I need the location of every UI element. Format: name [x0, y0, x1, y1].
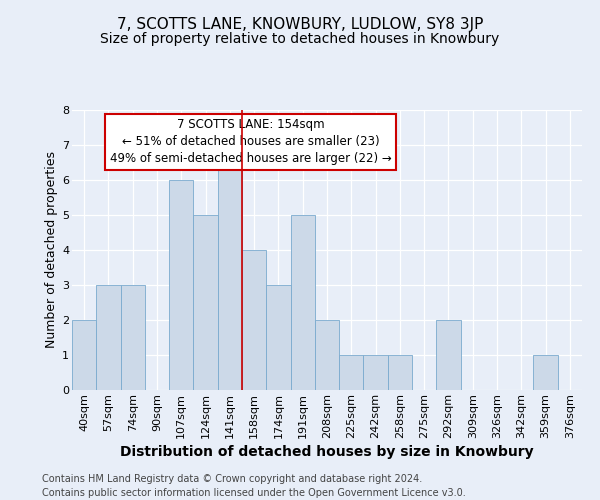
Bar: [218, 145, 242, 390]
Text: 7 SCOTTS LANE: 154sqm
← 51% of detached houses are smaller (23)
49% of semi-deta: 7 SCOTTS LANE: 154sqm ← 51% of detached …: [110, 118, 391, 166]
Bar: [290, 215, 315, 390]
Text: Size of property relative to detached houses in Knowbury: Size of property relative to detached ho…: [100, 32, 500, 46]
Bar: [121, 285, 145, 390]
Bar: [339, 355, 364, 390]
Bar: [72, 320, 96, 390]
Bar: [193, 215, 218, 390]
Bar: [315, 320, 339, 390]
Bar: [364, 355, 388, 390]
Bar: [388, 355, 412, 390]
Text: 7, SCOTTS LANE, KNOWBURY, LUDLOW, SY8 3JP: 7, SCOTTS LANE, KNOWBURY, LUDLOW, SY8 3J…: [117, 18, 483, 32]
X-axis label: Distribution of detached houses by size in Knowbury: Distribution of detached houses by size …: [120, 445, 534, 459]
Bar: [533, 355, 558, 390]
Text: Contains HM Land Registry data © Crown copyright and database right 2024.
Contai: Contains HM Land Registry data © Crown c…: [42, 474, 466, 498]
Bar: [266, 285, 290, 390]
Bar: [96, 285, 121, 390]
Bar: [242, 250, 266, 390]
Bar: [169, 180, 193, 390]
Bar: [436, 320, 461, 390]
Y-axis label: Number of detached properties: Number of detached properties: [45, 152, 58, 348]
